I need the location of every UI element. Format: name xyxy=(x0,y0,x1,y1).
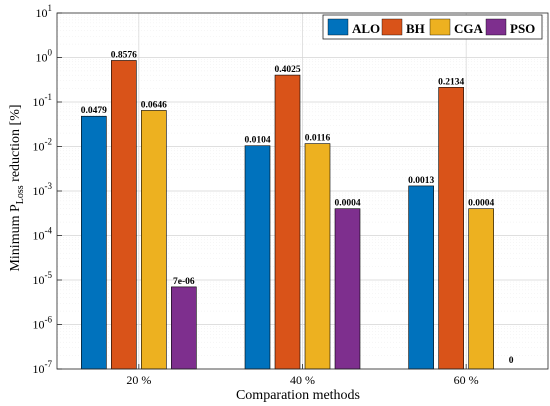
bars xyxy=(81,60,494,370)
data-label: 0.0646 xyxy=(141,100,167,110)
y-tick-label: 10-6 xyxy=(33,315,53,332)
y-axis-label: Minimum PLoss reduction [%] xyxy=(8,104,26,271)
data-label: 0 xyxy=(509,356,514,366)
data-label: 0.2134 xyxy=(438,77,464,87)
bar-alo xyxy=(81,115,107,370)
legend: ALO BH CGA PSO xyxy=(322,14,543,40)
y-tick-label: 100 xyxy=(36,48,53,65)
y-axis-label-suffix: reduction [%] xyxy=(8,104,23,185)
bar-cga xyxy=(141,110,167,370)
legend-label-alo: ALO xyxy=(352,21,380,36)
data-label: 0.0479 xyxy=(81,106,107,116)
data-label: 7e-06 xyxy=(173,277,195,287)
bar-cga xyxy=(304,143,331,370)
x-tick-label: 60 % xyxy=(454,373,479,387)
data-label: 0.0004 xyxy=(334,199,360,209)
legend-swatch-bh xyxy=(381,18,403,36)
y-tick-label: 101 xyxy=(36,3,53,20)
bar-pso xyxy=(171,286,197,370)
y-tick-label: 10-7 xyxy=(33,359,53,376)
bar-cga xyxy=(468,208,494,370)
y-axis-ticks: 10-7 10-6 10-5 10-4 10-3 10-2 10-1 100 101 xyxy=(33,3,62,376)
legend-swatch-cga xyxy=(429,18,451,36)
y-tick-label: 10-4 xyxy=(33,226,53,243)
y-axis-label-subscript: Loss xyxy=(15,185,26,204)
y-tick-label: 10-3 xyxy=(33,181,53,198)
data-label: 0.0013 xyxy=(408,176,434,186)
data-label: 0.0116 xyxy=(305,134,331,144)
x-axis-label: Comparation methods xyxy=(236,388,360,403)
data-label: 0.0104 xyxy=(244,136,270,146)
y-tick-label: 10-1 xyxy=(33,92,53,109)
data-label: 0.0004 xyxy=(468,199,494,209)
bar-bh xyxy=(274,74,301,370)
legend-label-cga: CGA xyxy=(454,21,484,36)
bar-alo xyxy=(408,185,434,370)
bar-bh xyxy=(438,87,464,370)
data-label: 0.4025 xyxy=(274,65,300,75)
y-tick-label: 10-5 xyxy=(33,270,53,287)
data-labels: 0.0479 0.0104 0.0013 0.8576 0.4025 0.2134 0.06… xyxy=(81,50,514,366)
legend-swatch-alo xyxy=(327,18,349,36)
bar-pso xyxy=(334,208,361,370)
legend-swatch-pso xyxy=(485,18,507,36)
x-tick-label: 20 % xyxy=(126,373,151,387)
x-axis-ticks: 20 % 40 % 60 % xyxy=(126,364,479,387)
x-tick-label: 40 % xyxy=(290,373,315,387)
bar-alo xyxy=(244,145,271,370)
grid-lines xyxy=(57,13,548,370)
legend-label-pso: PSO xyxy=(510,21,535,36)
y-tick-label: 10-2 xyxy=(33,137,53,154)
bar-bh xyxy=(111,60,137,370)
data-label: 0.8576 xyxy=(111,50,137,60)
y-axis-label-prefix: Minimum P xyxy=(8,204,23,272)
legend-label-bh: BH xyxy=(406,21,425,36)
